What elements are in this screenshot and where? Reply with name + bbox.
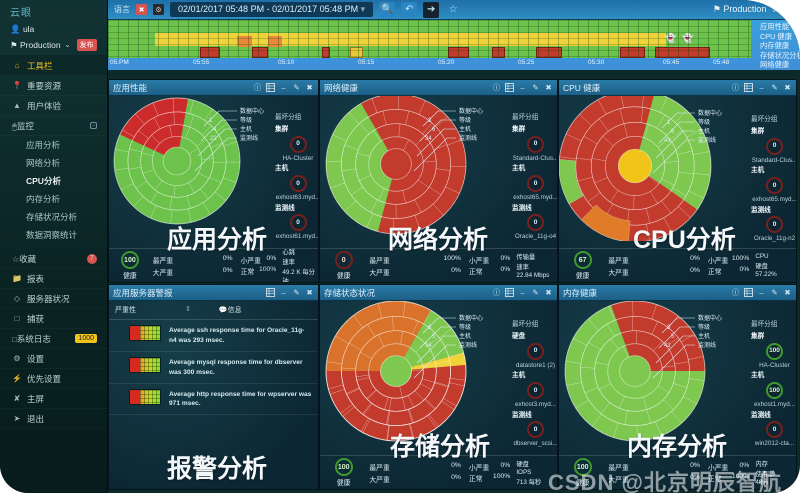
svg-text:监测线: 监测线 — [698, 341, 716, 349]
svg-text:监测线: 监测线 — [240, 134, 258, 142]
svg-text:主机: 主机 — [698, 332, 710, 340]
svg-text:数据中心: 数据中心 — [240, 107, 264, 115]
svg-text:监测线: 监测线 — [459, 134, 477, 142]
svg-text:数据中心: 数据中心 — [698, 314, 722, 322]
svg-text:34: 34 — [425, 136, 432, 142]
svg-text:等级: 等级 — [698, 323, 710, 331]
svg-text:数据中心: 数据中心 — [459, 314, 483, 322]
svg-text:数据中心: 数据中心 — [459, 107, 483, 115]
svg-text:41: 41 — [664, 343, 671, 349]
svg-text:监测线: 监测线 — [459, 341, 477, 349]
svg-text:41: 41 — [664, 138, 671, 144]
svg-text:34: 34 — [425, 343, 432, 349]
svg-text:监测线: 监测线 — [698, 136, 716, 144]
svg-text:数据中心: 数据中心 — [698, 109, 722, 117]
svg-text:主机: 主机 — [698, 127, 710, 135]
svg-text:等级: 等级 — [459, 323, 471, 331]
svg-text:主机: 主机 — [240, 125, 252, 133]
svg-text:主机: 主机 — [459, 332, 471, 340]
svg-text:等级: 等级 — [240, 116, 252, 124]
svg-text:主机: 主机 — [459, 125, 471, 133]
svg-text:等级: 等级 — [459, 116, 471, 124]
svg-text:22: 22 — [210, 136, 217, 142]
svg-text:等级: 等级 — [698, 118, 710, 126]
